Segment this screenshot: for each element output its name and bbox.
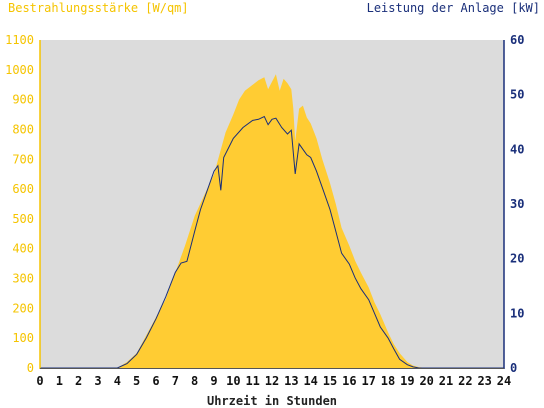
x-tick-label: 20 (419, 374, 433, 388)
x-tick-label: 22 (458, 374, 472, 388)
left-tick-label: 0 (27, 361, 34, 375)
x-tick-label: 0 (36, 374, 43, 388)
left-axis-title: Bestrahlungsstärke [W/qm] (8, 1, 189, 15)
left-tick-label: 500 (12, 212, 34, 226)
right-tick-label: 60 (510, 33, 524, 47)
power-line-layer (40, 115, 504, 369)
x-tick-label: 9 (210, 374, 217, 388)
irradiance-area-layer (40, 74, 504, 369)
left-tick-label: 400 (12, 242, 34, 256)
left-tick-label: 100 (12, 331, 34, 345)
x-tick-label: 14 (303, 374, 317, 388)
tick-labels-layer: 0100200300400500600700800900100011000102… (5, 33, 524, 388)
x-tick-label: 18 (381, 374, 395, 388)
right-tick-label: 30 (510, 197, 524, 211)
axes-layer (39, 40, 505, 369)
x-tick-label: 12 (265, 374, 279, 388)
x-tick-label: 17 (361, 374, 375, 388)
x-tick-label: 16 (342, 374, 356, 388)
right-tick-label: 50 (510, 88, 524, 102)
x-tick-label: 3 (94, 374, 101, 388)
x-tick-label: 19 (400, 374, 414, 388)
right-tick-label: 0 (510, 361, 517, 375)
right-axis-title: Leistung der Anlage [kW] (366, 1, 540, 15)
left-tick-label: 1100 (5, 33, 34, 47)
power-line (40, 115, 504, 369)
x-tick-label: 8 (191, 374, 198, 388)
left-tick-label: 700 (12, 152, 34, 166)
x-tick-label: 7 (172, 374, 179, 388)
x-tick-label: 1 (56, 374, 63, 388)
left-tick-label: 900 (12, 93, 34, 107)
left-tick-label: 200 (12, 301, 34, 315)
left-tick-label: 1000 (5, 63, 34, 77)
x-tick-label: 6 (152, 374, 159, 388)
x-tick-label: 21 (439, 374, 453, 388)
x-tick-label: 10 (226, 374, 240, 388)
irradiance-area (40, 74, 504, 369)
x-tick-label: 13 (284, 374, 298, 388)
right-tick-label: 10 (510, 306, 524, 320)
x-tick-label: 24 (497, 374, 511, 388)
left-tick-label: 800 (12, 122, 34, 136)
x-tick-label: 11 (245, 374, 259, 388)
left-tick-label: 600 (12, 182, 34, 196)
x-tick-label: 5 (133, 374, 140, 388)
x-axis-label: Uhrzeit in Stunden (206, 394, 338, 408)
x-tick-label: 23 (477, 374, 491, 388)
left-tick-label: 300 (12, 272, 34, 286)
x-tick-label: 2 (75, 374, 82, 388)
right-tick-label: 40 (510, 142, 524, 156)
x-tick-label: 15 (323, 374, 337, 388)
x-tick-label: 4 (114, 374, 121, 388)
right-tick-label: 20 (510, 252, 524, 266)
